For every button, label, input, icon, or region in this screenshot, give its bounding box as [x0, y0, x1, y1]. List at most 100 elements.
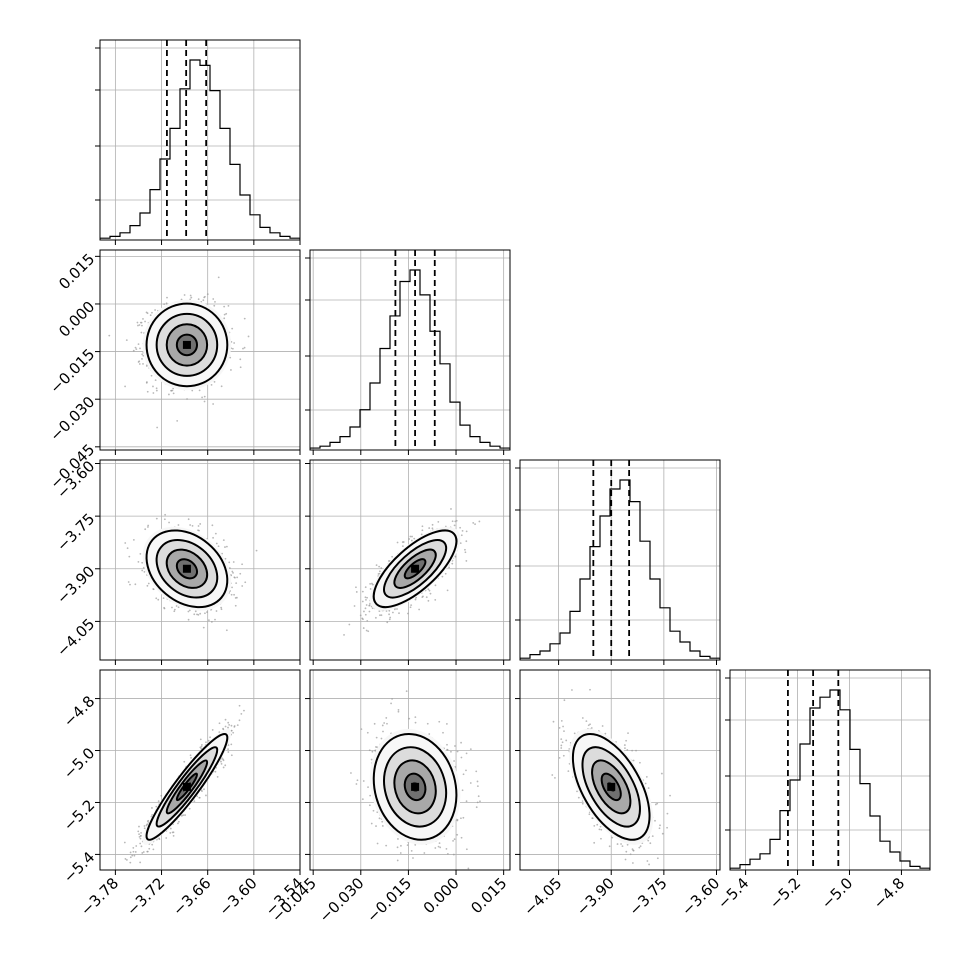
scatter-point [222, 539, 225, 542]
scatter-point [454, 520, 457, 523]
scatter-point [143, 827, 146, 830]
scatter-point [388, 613, 390, 616]
scatter-point [472, 522, 475, 524]
scatter-point [134, 583, 137, 586]
scatter-point [138, 324, 141, 326]
scatter-point [364, 586, 367, 589]
grid [730, 677, 930, 831]
scatter-point [163, 303, 166, 306]
scatter-point [389, 616, 392, 619]
scatter-point [173, 610, 176, 613]
scatter-point [593, 841, 596, 844]
scatter-point [220, 608, 223, 611]
scatter-point [343, 633, 345, 636]
scatter-point [666, 812, 669, 815]
scatter-point [409, 606, 412, 609]
scatter-point [177, 822, 179, 825]
scatter-point [644, 782, 647, 785]
scatter-point [147, 524, 150, 527]
scatter-point [560, 744, 563, 747]
scatter-point [180, 814, 183, 817]
scatter-point [139, 347, 141, 350]
histogram-0 [100, 59, 300, 240]
scatter-point [361, 600, 364, 603]
scatter-point [228, 567, 231, 569]
scatter-point [474, 523, 476, 526]
scatter-point [205, 794, 207, 797]
scatter-point [562, 725, 564, 728]
scatter-point [427, 588, 430, 591]
scatter-point [450, 750, 452, 753]
scatter-point [462, 773, 465, 776]
scatter-point [196, 795, 199, 798]
scatter-point [647, 787, 650, 789]
scatter-point [202, 299, 205, 302]
scatter-point [214, 770, 217, 773]
scatter-point [242, 347, 244, 350]
scatter-point [146, 850, 149, 853]
scatter-point [656, 857, 659, 860]
y-tick-label: −4.8 [60, 692, 98, 730]
scatter-point [399, 852, 402, 854]
scatter-point [199, 612, 202, 615]
scatter-point [414, 598, 417, 601]
scatter-point [150, 374, 153, 377]
scatter-point [400, 844, 402, 847]
panel-axes-2-1 [309, 459, 511, 661]
contour-line [165, 548, 209, 589]
scatter-point [170, 389, 173, 392]
contour-line [145, 732, 229, 841]
scatter-point [378, 570, 381, 573]
scatter-point [479, 800, 481, 803]
scatter-point [369, 794, 372, 797]
scatter-point [139, 842, 142, 845]
scatter-point [231, 586, 233, 589]
scatter-point [147, 819, 150, 822]
scatter-point [125, 859, 128, 861]
scatter-point [649, 842, 652, 845]
scatter-point [368, 749, 371, 752]
density-panel [124, 513, 258, 632]
scatter-point [645, 878, 647, 880]
scatter-point [353, 605, 356, 607]
scatter-point [476, 785, 479, 788]
scatter-point [596, 823, 599, 826]
scatter-point [365, 629, 368, 632]
scatter-point [391, 555, 394, 558]
scatter-point [626, 748, 629, 751]
scatter-point [438, 842, 441, 845]
scatter-point [217, 545, 220, 548]
scatter-point [208, 619, 210, 622]
scatter-point [139, 837, 142, 840]
scatter-point [224, 546, 226, 548]
scatter-point [211, 524, 214, 527]
scatter-point [454, 745, 456, 747]
scatter-point [212, 403, 215, 405]
scatter-point [588, 813, 591, 816]
scatter-point [460, 817, 462, 820]
scatter-point [198, 529, 200, 532]
scatter-point [147, 582, 150, 585]
scatter-point [658, 827, 661, 830]
scatter-point [375, 825, 377, 827]
scatter-point [144, 320, 146, 323]
scatter-point [428, 527, 431, 529]
scatter-point [151, 311, 153, 314]
scatter-point [464, 548, 466, 551]
diag-axes-2 [519, 459, 721, 661]
scatter-point [135, 845, 138, 847]
scatter-point [367, 786, 369, 789]
scatter-point [412, 857, 414, 859]
scatter-point [123, 841, 126, 844]
scatter-point [560, 738, 563, 741]
scatter-point [661, 832, 664, 835]
y-tick-label: −0.015 [46, 345, 98, 397]
scatter-point [138, 363, 141, 365]
scatter-point [215, 610, 218, 612]
scatter-point [377, 573, 380, 575]
scatter-point [402, 541, 405, 543]
scatter-point [421, 525, 424, 528]
scatter-point [210, 621, 213, 623]
grid [558, 460, 717, 660]
contour-line [383, 539, 448, 599]
